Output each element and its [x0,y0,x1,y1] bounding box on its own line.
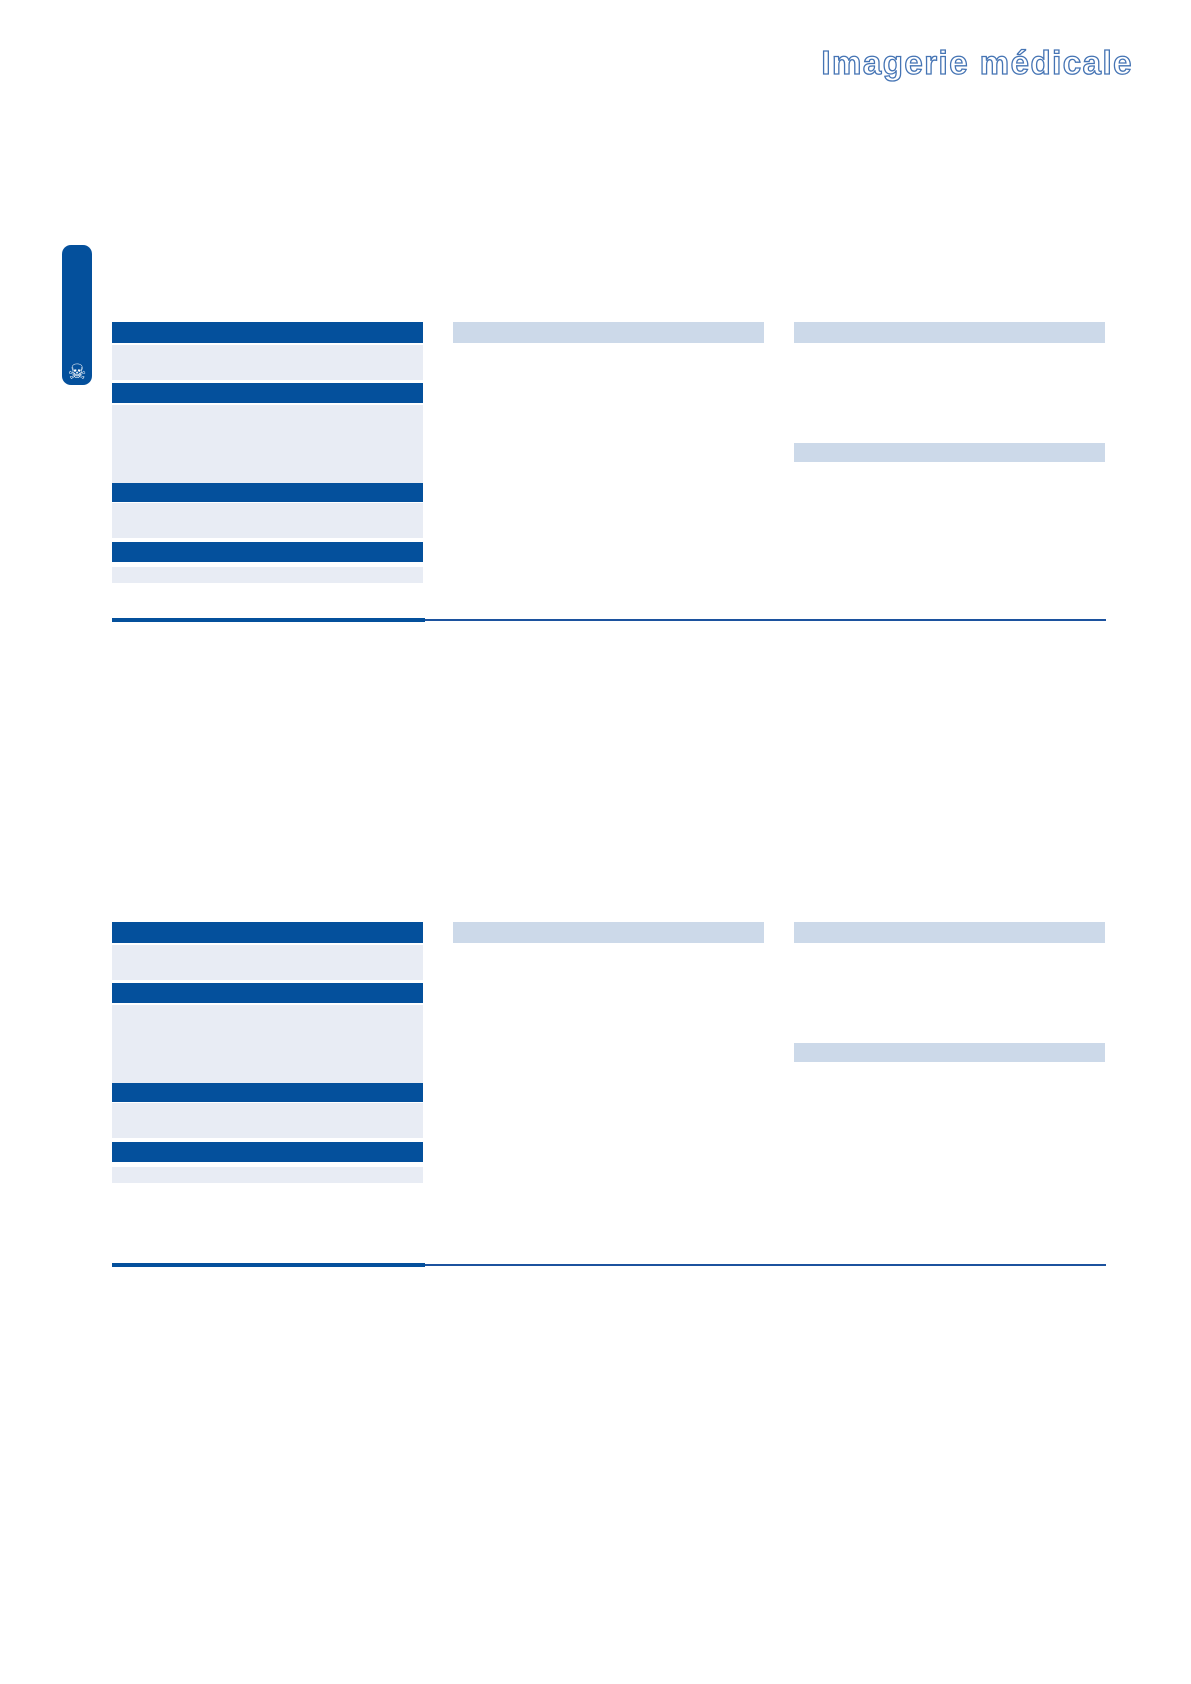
divider-thin-segment [425,1264,1106,1266]
divider-thick-segment [112,1263,425,1267]
column-subheader-bar [794,443,1105,462]
column-header-bar [794,322,1105,343]
product-table-1-spec-column [112,322,423,583]
table-row-placeholder [112,567,423,583]
table-row-placeholder [112,405,423,483]
table-header-bar [112,1083,423,1102]
divider-thin-segment [425,619,1106,621]
product-table-2-middle-column [453,922,764,1183]
category-side-tab: ☠ [62,245,92,385]
table-row-placeholder [112,503,423,538]
table-header-bar [112,383,423,403]
divider-thick-segment [112,618,425,622]
table-header-bar [112,483,423,502]
product-table-2-spec-column [112,922,423,1183]
table-header-bar [112,542,423,562]
column-header-bar [453,322,764,343]
table-header-bar [112,1142,423,1162]
table-header-bar [112,983,423,1003]
section-divider-2 [112,1263,1106,1267]
table-row-placeholder [112,1005,423,1083]
table-row-placeholder [112,1167,423,1183]
table-header-bar [112,322,423,343]
skull-crossbones-icon: ☠ [67,360,87,384]
page-title: Imagerie médicale [821,43,1133,81]
product-table-1-right-column [794,322,1105,583]
product-table-2-right-column [794,922,1105,1183]
product-table-1 [112,322,1106,583]
table-row-placeholder [112,1103,423,1138]
table-header-bar [112,922,423,943]
table-row-placeholder [112,945,423,980]
section-divider-1 [112,618,1106,622]
column-header-bar [794,922,1105,943]
column-subheader-bar [794,1043,1105,1062]
product-table-2 [112,922,1106,1183]
column-header-bar [453,922,764,943]
product-table-1-middle-column [453,322,764,583]
table-row-placeholder [112,345,423,380]
